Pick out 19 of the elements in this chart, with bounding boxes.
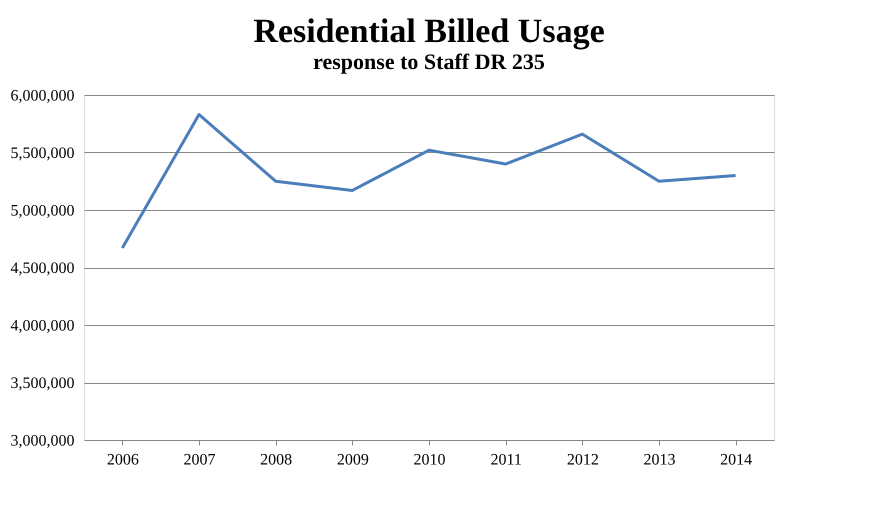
x-tick-label: 2011	[490, 452, 522, 468]
y-tick-label: 5,000,000	[10, 202, 74, 220]
y-tick-label: 6,000,000	[10, 88, 74, 104]
x-tick-label: 2013	[644, 452, 676, 468]
chart-subtitle: response to Staff DR 235	[313, 49, 545, 74]
x-tick-label: 2006	[106, 452, 139, 468]
x-tick-label: 2007	[184, 452, 216, 468]
y-tick-label: 4,000,000	[10, 318, 74, 334]
x-tick-label: 2009	[336, 452, 369, 468]
line-series	[120, 113, 738, 250]
x-tick-label: 2010	[414, 452, 446, 468]
x-tick-label: 2012	[566, 452, 599, 468]
x-tick-label: 2008	[260, 452, 292, 468]
chart-title: Residential Billed Usage	[253, 13, 605, 50]
y-tick-label: 5,500,000	[10, 145, 74, 162]
x-tick-label: 2014	[720, 452, 752, 468]
y-tick-label: 3,500,000	[10, 375, 74, 392]
y-tick-label: 4,500,000	[10, 260, 74, 277]
y-tick-label: 3,000,000	[10, 432, 74, 450]
